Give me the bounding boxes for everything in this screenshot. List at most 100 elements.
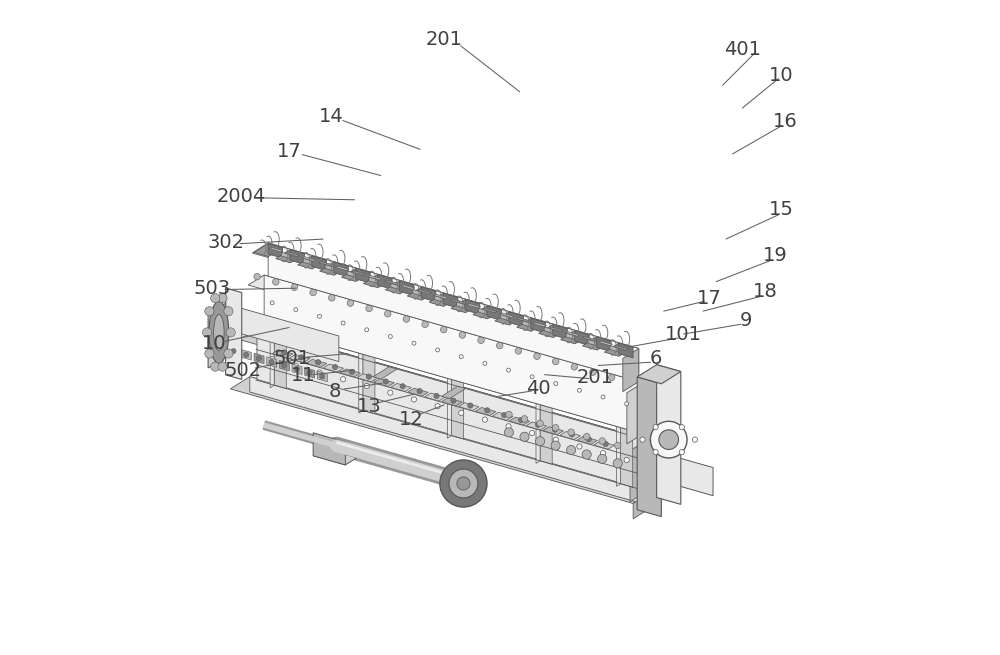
Polygon shape: [351, 271, 365, 275]
Circle shape: [226, 328, 235, 337]
Circle shape: [256, 356, 261, 361]
Circle shape: [568, 429, 574, 436]
Polygon shape: [208, 303, 226, 368]
Polygon shape: [413, 290, 421, 295]
Circle shape: [679, 424, 684, 430]
Polygon shape: [289, 354, 310, 362]
Polygon shape: [248, 275, 643, 393]
Polygon shape: [239, 328, 648, 451]
Circle shape: [282, 350, 287, 355]
Circle shape: [269, 360, 274, 365]
Polygon shape: [599, 341, 612, 346]
Polygon shape: [286, 252, 299, 257]
Polygon shape: [617, 417, 621, 486]
Circle shape: [679, 449, 684, 455]
Polygon shape: [517, 318, 545, 331]
Circle shape: [586, 437, 591, 442]
Polygon shape: [566, 331, 579, 336]
Polygon shape: [577, 436, 597, 444]
Text: 401: 401: [724, 39, 761, 59]
Polygon shape: [435, 296, 443, 302]
Polygon shape: [230, 377, 653, 504]
Polygon shape: [597, 337, 611, 352]
Polygon shape: [610, 346, 618, 352]
Polygon shape: [363, 274, 392, 288]
Polygon shape: [400, 281, 414, 295]
Polygon shape: [434, 294, 448, 299]
Ellipse shape: [209, 301, 229, 364]
Circle shape: [205, 349, 214, 358]
Polygon shape: [560, 432, 580, 440]
Circle shape: [320, 374, 325, 379]
Polygon shape: [536, 394, 540, 463]
Polygon shape: [254, 353, 264, 364]
Circle shape: [388, 390, 393, 396]
Circle shape: [440, 326, 447, 333]
Circle shape: [451, 398, 456, 403]
Circle shape: [582, 450, 591, 459]
Circle shape: [211, 362, 220, 371]
Polygon shape: [238, 307, 339, 362]
Ellipse shape: [214, 314, 224, 350]
Circle shape: [530, 430, 535, 436]
Circle shape: [294, 367, 299, 372]
Circle shape: [598, 455, 607, 464]
Text: 101: 101: [665, 324, 702, 344]
Polygon shape: [429, 293, 458, 307]
Polygon shape: [539, 324, 567, 337]
Polygon shape: [441, 398, 462, 406]
Polygon shape: [630, 440, 648, 502]
Circle shape: [224, 349, 233, 358]
Polygon shape: [407, 287, 436, 300]
Polygon shape: [458, 403, 479, 411]
Circle shape: [482, 417, 488, 422]
Circle shape: [459, 331, 466, 338]
Circle shape: [577, 388, 581, 392]
Polygon shape: [325, 265, 333, 271]
Polygon shape: [229, 346, 239, 356]
Text: 15: 15: [769, 200, 794, 219]
Circle shape: [457, 477, 470, 490]
Circle shape: [483, 362, 487, 365]
Polygon shape: [385, 281, 414, 294]
Polygon shape: [522, 321, 530, 327]
Polygon shape: [305, 367, 315, 378]
Polygon shape: [374, 379, 394, 386]
Text: 11: 11: [291, 366, 316, 386]
Polygon shape: [279, 360, 289, 371]
Polygon shape: [270, 319, 274, 388]
Polygon shape: [340, 369, 361, 377]
Polygon shape: [561, 331, 589, 344]
Circle shape: [515, 348, 522, 354]
Polygon shape: [252, 243, 639, 358]
Polygon shape: [347, 271, 355, 277]
Polygon shape: [306, 360, 327, 367]
Circle shape: [435, 403, 440, 409]
Polygon shape: [465, 299, 480, 314]
Circle shape: [299, 355, 304, 360]
Polygon shape: [254, 244, 283, 257]
Circle shape: [537, 420, 543, 426]
Circle shape: [569, 432, 574, 437]
Circle shape: [496, 343, 503, 349]
Circle shape: [244, 352, 249, 358]
Circle shape: [383, 379, 388, 384]
Polygon shape: [226, 288, 242, 379]
Circle shape: [218, 293, 227, 303]
Polygon shape: [320, 262, 348, 275]
Circle shape: [282, 363, 287, 368]
Circle shape: [231, 348, 236, 354]
Circle shape: [366, 305, 372, 312]
Polygon shape: [533, 322, 547, 327]
Circle shape: [650, 421, 687, 458]
Circle shape: [485, 407, 490, 413]
Polygon shape: [342, 269, 370, 282]
Polygon shape: [292, 364, 302, 375]
Polygon shape: [425, 393, 445, 401]
Circle shape: [552, 358, 559, 365]
Polygon shape: [391, 383, 411, 392]
Circle shape: [270, 356, 275, 362]
Circle shape: [411, 397, 417, 402]
Circle shape: [310, 290, 316, 296]
Circle shape: [294, 308, 298, 312]
